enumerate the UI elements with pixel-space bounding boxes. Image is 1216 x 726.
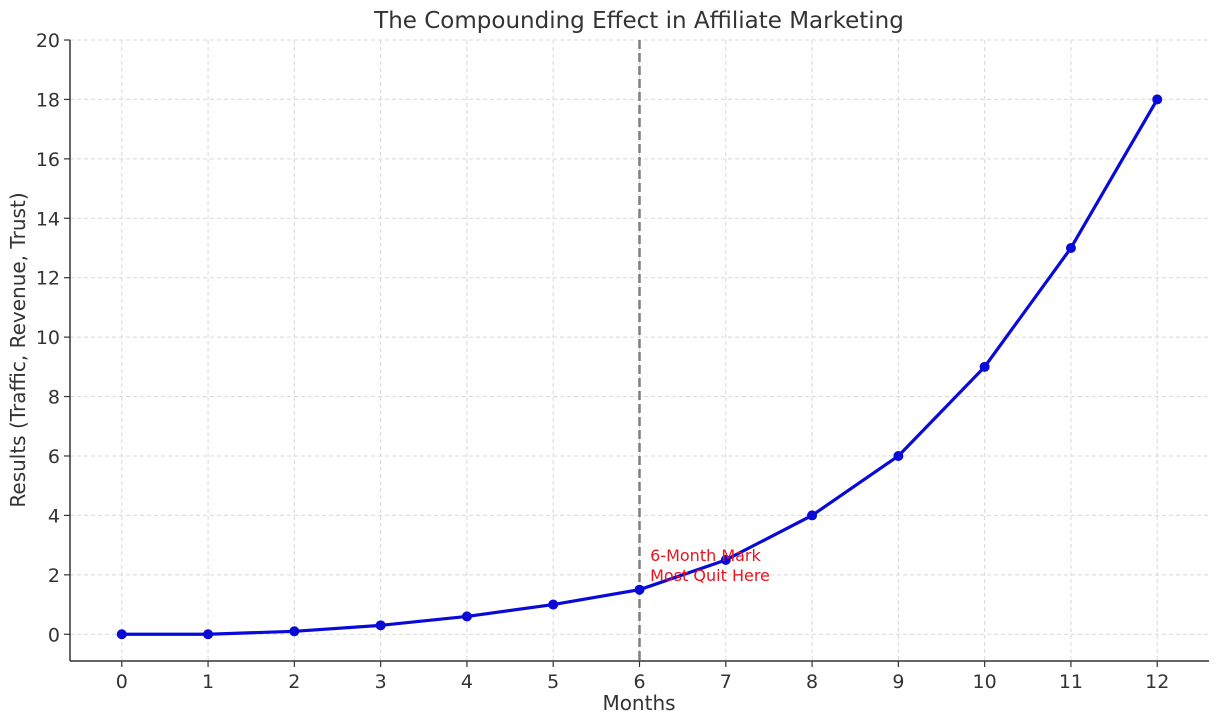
- data-point: [548, 599, 559, 610]
- x-axis: 0 1 2 3 4 5 6 7 8 9 10 11 12: [116, 661, 1169, 693]
- data-point: [893, 450, 904, 461]
- x-tick-label: 2: [288, 671, 300, 693]
- y-tick-label: 4: [48, 505, 60, 527]
- y-tick-label: 20: [36, 30, 60, 52]
- data-point: [979, 361, 990, 372]
- data-point: [116, 629, 127, 640]
- x-tick-label: 5: [547, 671, 559, 693]
- x-tick-label: 9: [892, 671, 904, 693]
- x-tick-label: 12: [1145, 671, 1169, 693]
- annotation-line-1: 6-Month Mark: [650, 546, 761, 565]
- chart-title: The Compounding Effect in Affiliate Mark…: [373, 8, 904, 34]
- x-tick-label: 0: [116, 671, 128, 693]
- data-point: [807, 510, 818, 521]
- y-tick-label: 14: [36, 208, 60, 230]
- y-tick-label: 10: [36, 327, 60, 349]
- x-tick-label: 8: [806, 671, 818, 693]
- y-axis-label: Results (Traffic, Revenue, Trust): [6, 192, 30, 507]
- x-tick-label: 6: [633, 671, 645, 693]
- x-tick-label: 3: [375, 671, 387, 693]
- data-point: [720, 554, 731, 565]
- y-tick-label: 12: [36, 268, 60, 290]
- x-tick-label: 4: [461, 671, 473, 693]
- y-tick-label: 2: [48, 565, 60, 587]
- y-tick-label: 16: [36, 149, 60, 171]
- y-tick-label: 6: [48, 446, 60, 468]
- x-tick-label: 11: [1059, 671, 1083, 693]
- data-point: [461, 611, 472, 622]
- x-tick-label: 7: [720, 671, 732, 693]
- y-tick-label: 8: [48, 387, 60, 409]
- data-point: [1065, 242, 1076, 253]
- x-axis-label: Months: [602, 691, 675, 715]
- data-point: [289, 626, 300, 637]
- x-tick-label: 10: [973, 671, 997, 693]
- y-tick-label: 18: [36, 89, 60, 111]
- data-point: [634, 584, 645, 595]
- data-point: [1152, 94, 1163, 105]
- annotation: 6-Month Mark Most Quit Here: [650, 546, 770, 585]
- y-tick-label: 0: [48, 624, 60, 646]
- y-axis: 0 2 4 6 8 10 12 14 16 18 20: [36, 30, 70, 646]
- annotation-line-2: Most Quit Here: [650, 566, 770, 585]
- data-point: [375, 620, 386, 631]
- x-tick-label: 1: [202, 671, 214, 693]
- data-point: [203, 629, 214, 640]
- series-results: [116, 94, 1163, 640]
